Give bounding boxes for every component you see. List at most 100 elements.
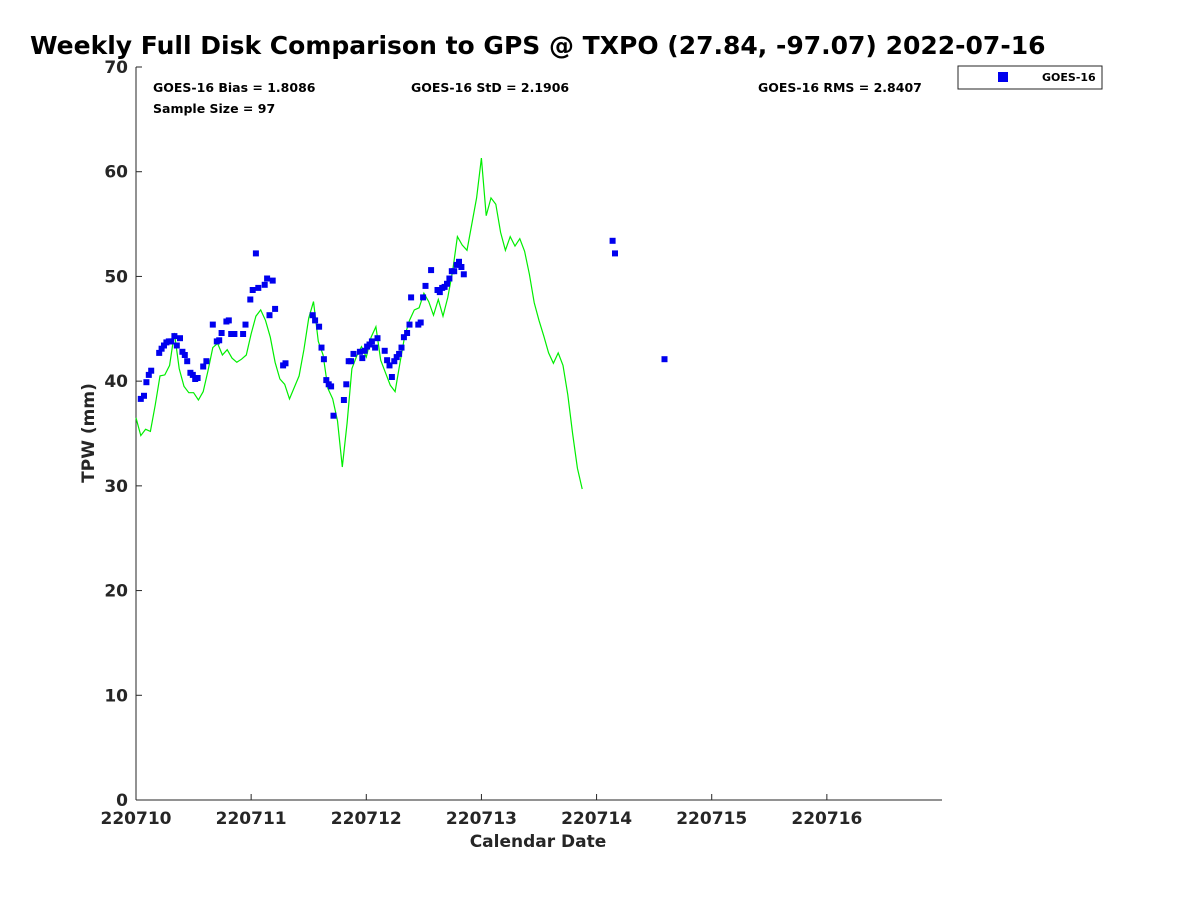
goes16-data-point <box>177 335 183 342</box>
goes16-data-point <box>249 287 256 293</box>
goes16-data-point <box>145 371 152 378</box>
goes16-data-point <box>137 395 144 402</box>
goes16-data-point <box>372 344 379 351</box>
legend-label: GOES-16 <box>1042 71 1096 84</box>
goes16-data-point <box>168 338 175 345</box>
goes16-data-point <box>396 350 403 357</box>
goes16-data-point <box>361 347 368 354</box>
goes16-data-point <box>420 294 427 301</box>
goes16-data-point <box>161 342 167 349</box>
y-ticks: 0 10 20 30 40 50 60 70 <box>104 58 142 811</box>
goes16-data-point <box>156 349 163 356</box>
goes16-data-point <box>184 358 191 365</box>
goes16-data-point <box>181 352 188 358</box>
goes16-data-point <box>266 312 273 319</box>
y-tick-label: 50 <box>104 267 128 287</box>
goes16-data-point <box>309 312 316 319</box>
goes16-data-point <box>231 331 238 337</box>
goes16-data-point <box>143 379 150 386</box>
goes16-data-point <box>194 375 201 381</box>
goes16-data-point <box>398 344 405 351</box>
goes16-data-point <box>272 305 279 312</box>
goes16-data-point <box>216 337 223 344</box>
goes16-data-point <box>148 367 155 374</box>
goes16-data-point <box>428 267 435 274</box>
goes16-data-point <box>209 321 216 328</box>
goes16-data-point <box>661 356 668 363</box>
goes16-data-point <box>368 338 375 345</box>
x-tick-label: 220710 <box>101 809 172 829</box>
goes16-data-point <box>453 261 460 268</box>
goes16-data-point <box>261 281 268 288</box>
goes16-data-point <box>228 331 235 337</box>
legend-box <box>957 65 1103 90</box>
goes16-data-point <box>255 284 262 291</box>
goes16-data-point <box>444 280 450 287</box>
goes16-data-point <box>225 317 232 324</box>
x-tick-label: 220712 <box>331 809 402 829</box>
y-tick-label: 20 <box>104 582 128 602</box>
goes16-data-point <box>386 362 393 369</box>
goes16-data-point <box>242 321 249 328</box>
y-tick-label: 10 <box>104 686 128 706</box>
gps-tpw-line <box>135 158 583 490</box>
goes16-data-point <box>269 277 276 284</box>
goes16-data-point <box>312 317 319 324</box>
sample-size-stat: Sample Size = 97 <box>153 101 275 116</box>
goes16-data-point <box>252 250 259 257</box>
goes16-data-point <box>330 412 337 419</box>
x-tick-label: 220713 <box>446 809 517 829</box>
x-ticks: 220710 220711 220712 220713 220714 220715 2207… <box>101 794 862 829</box>
gps-line-series <box>135 158 583 490</box>
goes16-data-point <box>381 347 388 354</box>
rms-stat: GOES-16 RMS = 2.8407 <box>758 80 922 95</box>
goes16-data-point <box>374 335 381 342</box>
goes16-data-point <box>391 358 398 365</box>
goes16-data-point <box>203 358 210 365</box>
y-tick-label: 70 <box>104 58 128 78</box>
goes16-data-point <box>388 374 395 380</box>
goes16-data-point <box>400 334 407 341</box>
chart-title: Weekly Full Disk Comparison to GPS @ TXP… <box>30 31 1045 60</box>
goes16-data-point <box>323 377 330 384</box>
goes16-data-point <box>408 294 415 301</box>
goes16-data-point <box>264 275 271 282</box>
goes16-data-point <box>366 341 373 348</box>
goes16-data-point <box>441 283 448 290</box>
y-tick-label: 60 <box>104 163 128 183</box>
bias-stat: GOES-16 Bias = 1.8086 <box>153 80 316 95</box>
goes16-data-point <box>200 363 207 370</box>
goes16-data-point <box>456 258 462 265</box>
goes16-data-point <box>356 348 363 355</box>
goes16-data-point <box>218 330 225 336</box>
goes16-data-point <box>340 397 347 403</box>
std-stat: GOES-16 StD = 2.1906 <box>411 80 569 95</box>
goes16-data-point <box>393 354 400 361</box>
goes16-data-point <box>460 271 467 278</box>
goes16-data-point <box>179 348 186 355</box>
legend-marker <box>998 72 1008 82</box>
goes16-data-point <box>247 296 254 303</box>
x-axis-label: Calendar Date <box>470 832 607 852</box>
goes16-data-point <box>612 250 618 257</box>
goes16-data-point <box>446 275 453 282</box>
goes16-data-point <box>458 264 465 270</box>
goes16-data-point <box>348 358 355 365</box>
goes16-data-point <box>451 268 458 275</box>
goes16-data-point <box>171 333 178 340</box>
goes16-data-point <box>422 282 429 289</box>
goes16-data-point <box>173 342 180 349</box>
x-tick-label: 220715 <box>676 809 747 829</box>
goes16-data-point <box>328 383 335 390</box>
goes16-data-point <box>320 356 327 363</box>
y-tick-label: 0 <box>116 791 128 811</box>
goes16-data-point <box>384 357 391 364</box>
goes16-data-point <box>609 237 616 244</box>
x-tick-label: 220716 <box>791 809 862 829</box>
y-axis-label: TPW (mm) <box>79 383 99 483</box>
goes16-data-point <box>436 289 443 296</box>
goes16-data-point <box>240 331 247 337</box>
goes16-data-point <box>141 392 147 399</box>
y-tick-label: 40 <box>104 372 128 392</box>
